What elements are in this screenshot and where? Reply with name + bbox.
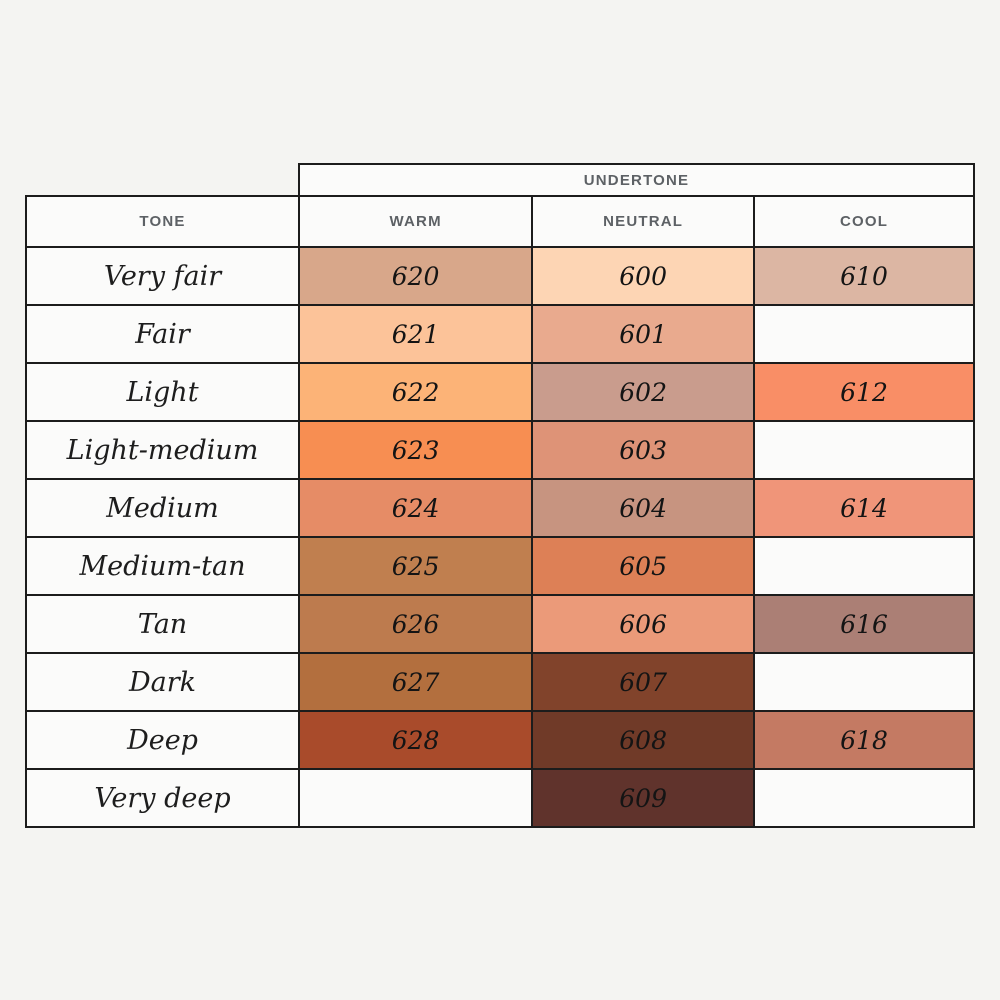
tone-label: Tan [24,594,301,654]
swatch-cell-neutral: 604 [531,478,756,538]
swatch-cell-neutral: 606 [531,594,756,654]
swatch-cell-warm [298,768,534,828]
swatch-cell-neutral: 609 [531,768,756,828]
swatch-cell-neutral: 600 [531,246,756,306]
undertone-header-row: UNDERTONE [26,163,975,197]
swatch-cell-neutral: 607 [531,652,756,712]
swatch-cell-cool: 614 [753,478,975,538]
table-row: Light-medium 623 603 [24,420,975,480]
warm-column-header: WARM [298,195,534,248]
tone-label: Dark [24,652,301,712]
tone-label: Very fair [24,246,301,306]
swatch-cell-neutral: 602 [531,362,756,422]
cool-column-header: COOL [753,195,975,248]
swatch-cell-cool: 610 [753,246,975,306]
swatch-cell-cool [753,768,975,828]
swatch-cell-warm: 628 [298,710,534,770]
swatch-cell-cool [753,420,975,480]
swatch-cell-cool [753,536,975,596]
swatch-cell-warm: 625 [298,536,534,596]
table-row: Very fair 620 600 610 [24,246,975,306]
tone-label: Light [24,362,301,422]
neutral-column-header: NEUTRAL [531,195,756,248]
swatch-cell-neutral: 605 [531,536,756,596]
column-header-row: TONE WARM NEUTRAL COOL [24,195,975,248]
swatch-cell-neutral: 603 [531,420,756,480]
swatch-cell-warm: 623 [298,420,534,480]
table-row: Deep 628 608 618 [24,710,975,770]
tone-label: Deep [24,710,301,770]
table-row: Medium-tan 625 605 [24,536,975,596]
swatch-cell-cool: 612 [753,362,975,422]
swatch-cell-warm: 622 [298,362,534,422]
swatch-cell-cool [753,304,975,364]
table-row: Dark 627 607 [24,652,975,712]
shade-table: UNDERTONE TONE WARM NEUTRAL COOL Very fa… [24,163,975,828]
swatch-cell-cool [753,652,975,712]
tone-label: Fair [24,304,301,364]
swatch-cell-warm: 620 [298,246,534,306]
tone-label: Very deep [24,768,301,828]
tone-column-header: TONE [24,195,301,248]
table-row: Very deep 609 [24,768,975,828]
undertone-header: UNDERTONE [298,163,975,197]
swatch-cell-warm: 626 [298,594,534,654]
empty-corner-cell [26,164,299,196]
table-row: Fair 621 601 [24,304,975,364]
swatch-cell-cool: 618 [753,710,975,770]
swatch-cell-warm: 621 [298,304,534,364]
tone-label: Medium-tan [24,536,301,596]
swatch-cell-neutral: 608 [531,710,756,770]
swatch-cell-warm: 624 [298,478,534,538]
table-row: Tan 626 606 616 [24,594,975,654]
tone-label: Light-medium [24,420,301,480]
table-row: Medium 624 604 614 [24,478,975,538]
tone-label: Medium [24,478,301,538]
swatch-cell-cool: 616 [753,594,975,654]
swatch-cell-warm: 627 [298,652,534,712]
table-row: Light 622 602 612 [24,362,975,422]
swatch-cell-neutral: 601 [531,304,756,364]
